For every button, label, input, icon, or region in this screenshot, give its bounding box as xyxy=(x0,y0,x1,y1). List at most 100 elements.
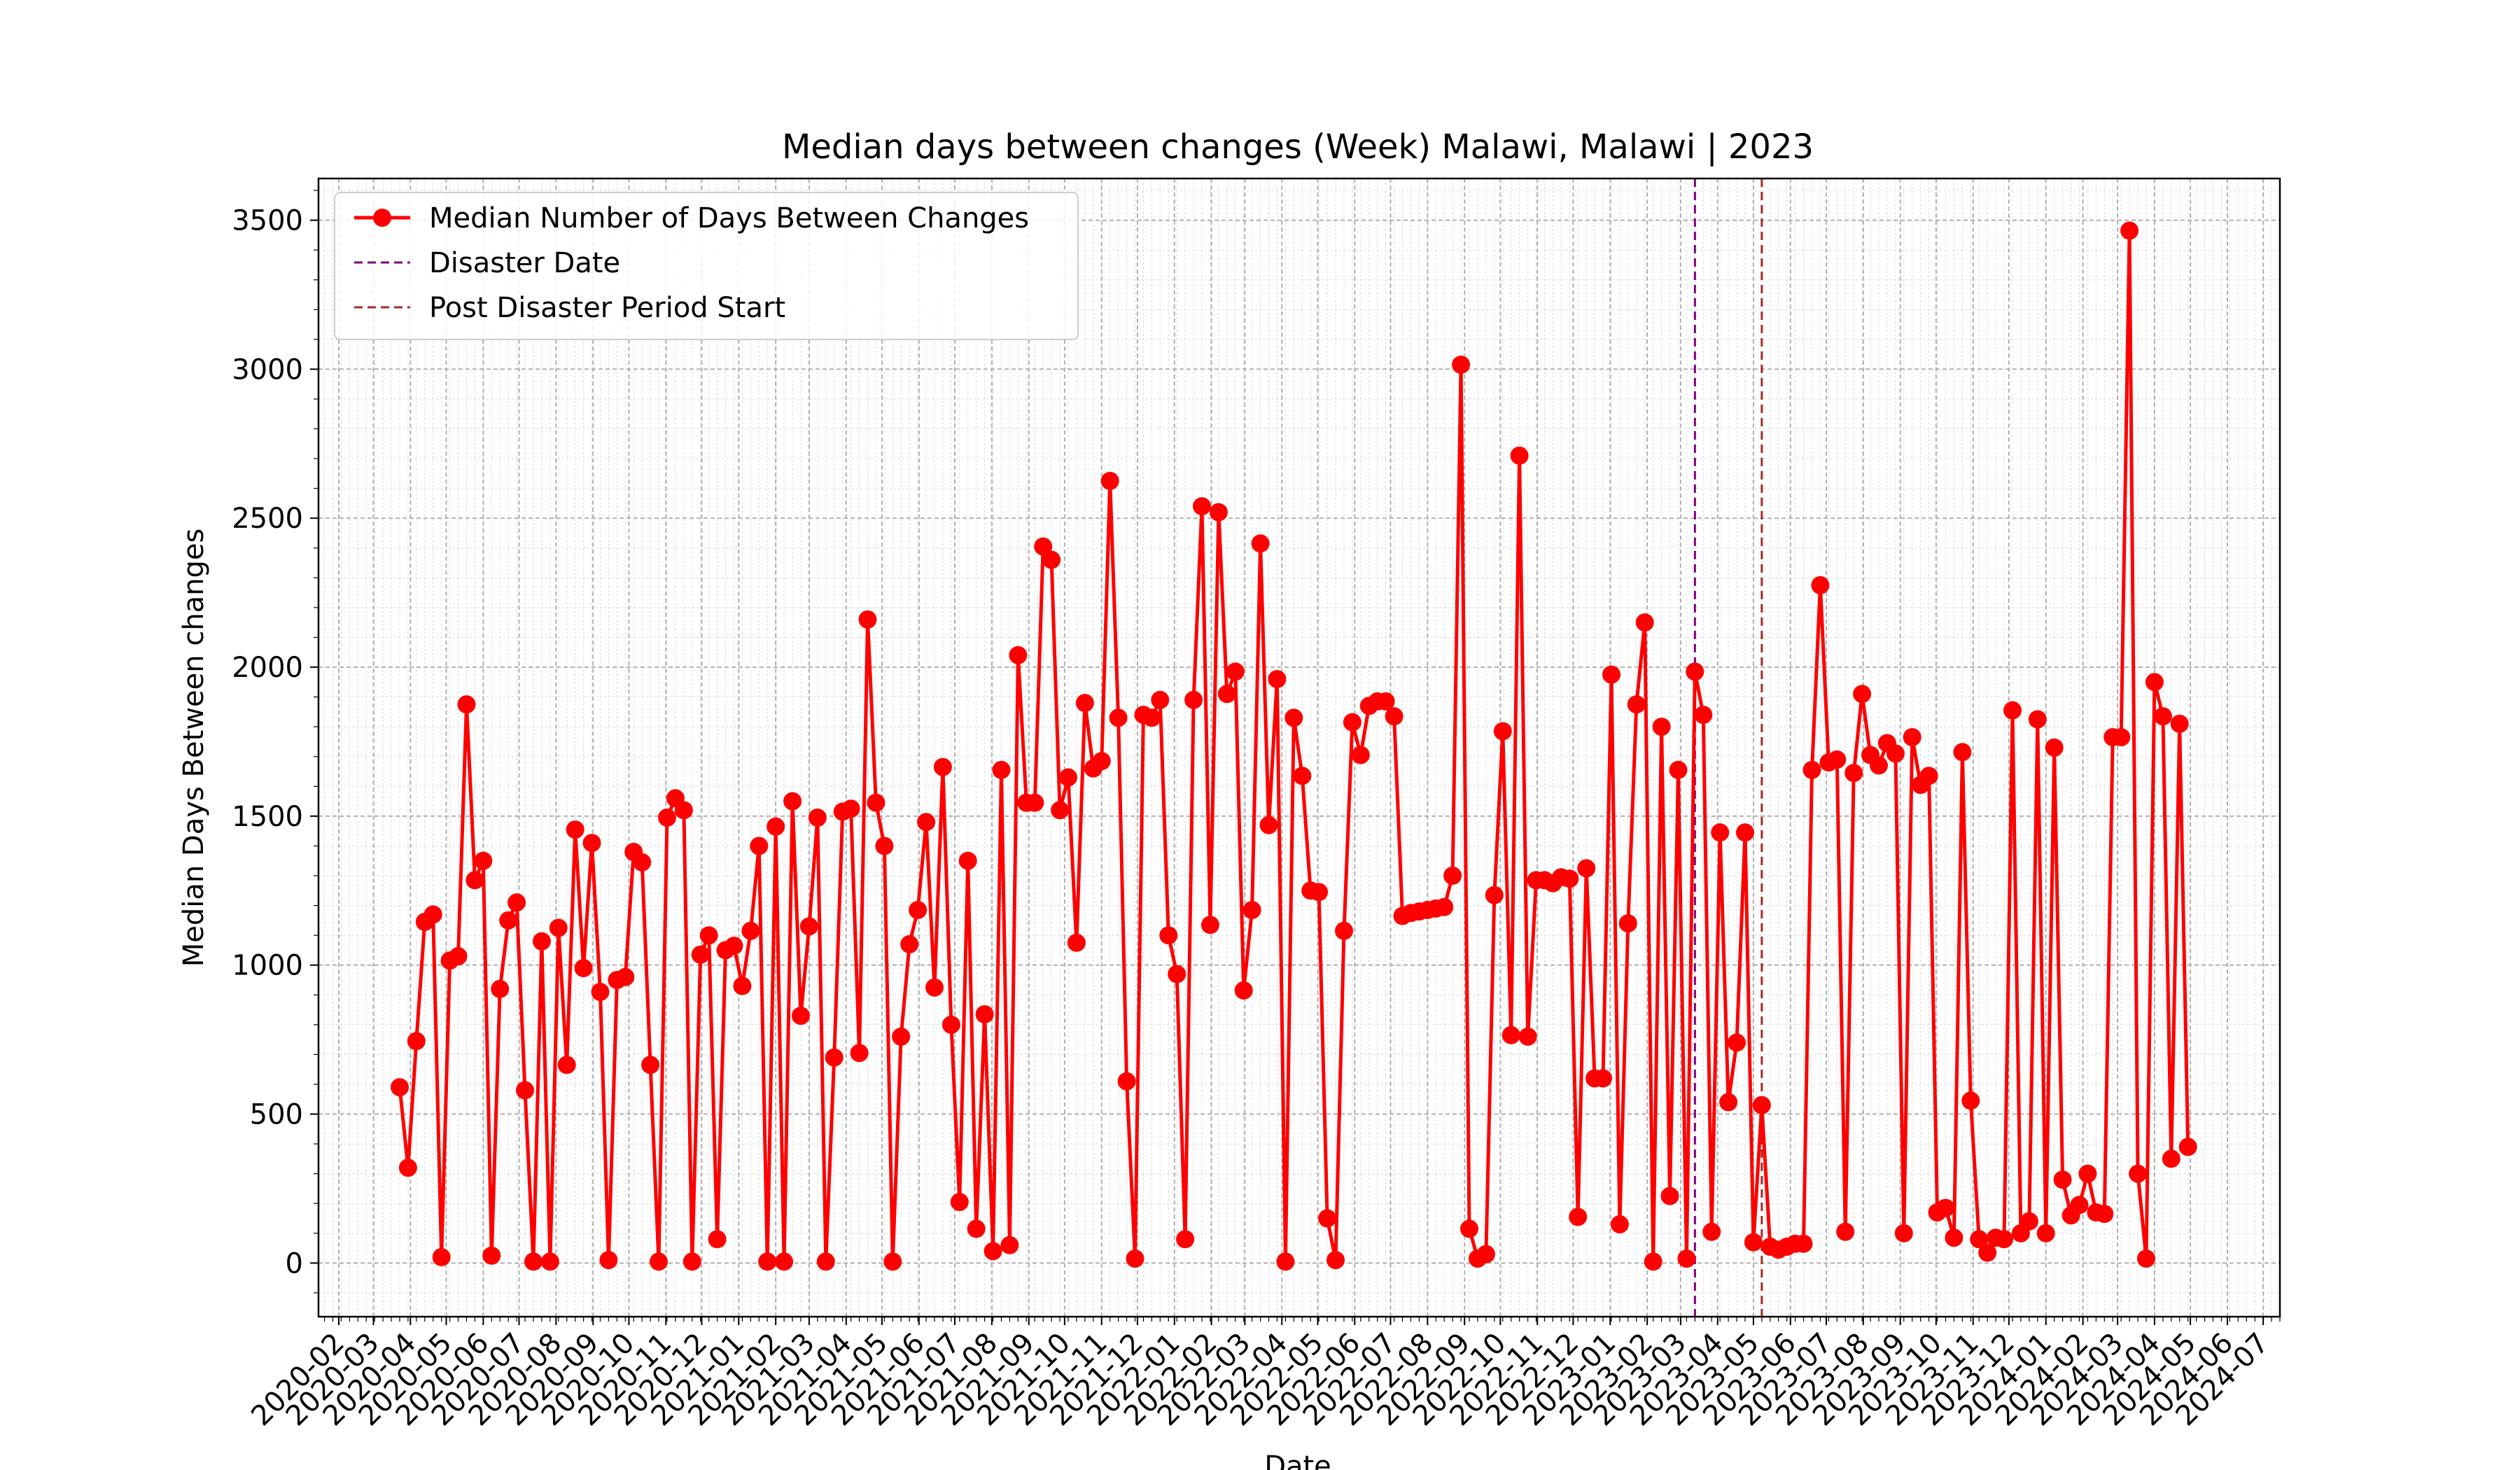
y-tick-label: 1000 xyxy=(232,950,303,982)
data-point xyxy=(1802,760,1821,779)
data-point xyxy=(792,1007,810,1026)
data-point xyxy=(2003,701,2022,720)
data-point xyxy=(1711,823,1730,842)
data-point xyxy=(1476,1245,1495,1264)
data-point xyxy=(682,1252,701,1271)
data-point xyxy=(1075,694,1094,713)
data-point xyxy=(691,945,710,964)
data-point xyxy=(2070,1196,2089,1214)
data-point xyxy=(1560,869,1579,888)
data-point xyxy=(591,983,610,1001)
data-point xyxy=(1326,1251,1345,1270)
data-point xyxy=(1452,356,1471,374)
data-point xyxy=(398,1158,417,1177)
data-point xyxy=(1936,1198,1955,1217)
data-point xyxy=(1886,744,1905,763)
data-point xyxy=(1151,690,1170,709)
chart-title: Median days between changes (Week) Malaw… xyxy=(782,127,1814,167)
y-axis: 0 500 1000 1500 2000 2500 3000 3500 xyxy=(232,190,318,1294)
data-point xyxy=(491,979,510,998)
data-point xyxy=(1652,718,1671,736)
data-point xyxy=(2145,673,2164,692)
data-point xyxy=(2153,707,2172,726)
data-point xyxy=(967,1219,986,1238)
data-point xyxy=(741,921,760,940)
data-point xyxy=(1970,1230,1989,1249)
data-point xyxy=(1059,768,1077,787)
data-point xyxy=(958,851,977,870)
data-point xyxy=(1009,646,1028,664)
data-point xyxy=(1435,897,1454,916)
data-point xyxy=(1460,1219,1478,1238)
data-point xyxy=(1635,613,1654,632)
data-point xyxy=(2120,221,2139,240)
x-axis: 2020-022020-032020-042020-052020-062020-… xyxy=(245,1317,2281,1432)
data-point xyxy=(1351,746,1370,764)
data-point xyxy=(724,937,743,955)
legend-label-post-disaster-period-start: Post Disaster Period Start xyxy=(429,292,785,324)
data-point xyxy=(992,760,1011,779)
data-point xyxy=(1168,965,1186,983)
data-point xyxy=(1284,708,1303,727)
data-point xyxy=(432,1247,451,1266)
data-point xyxy=(2078,1164,2097,1183)
data-point xyxy=(2036,1224,2055,1242)
data-point xyxy=(1677,1250,1696,1268)
data-point xyxy=(1502,1026,1520,1044)
data-point xyxy=(1217,685,1236,704)
data-point xyxy=(909,901,927,919)
data-point xyxy=(674,801,693,820)
data-point xyxy=(1594,1069,1612,1088)
data-point xyxy=(2019,1212,2038,1231)
data-point xyxy=(858,610,877,629)
data-point xyxy=(750,836,769,855)
data-point xyxy=(1493,722,1512,741)
data-point xyxy=(1945,1228,1963,1247)
y-tick-label: 1500 xyxy=(232,801,303,833)
data-point xyxy=(883,1252,902,1271)
data-point xyxy=(1376,692,1395,710)
data-point xyxy=(975,1005,994,1023)
data-point xyxy=(465,871,484,890)
data-point xyxy=(2045,738,2064,757)
data-point xyxy=(1268,670,1287,689)
data-point xyxy=(1744,1233,1763,1252)
data-point xyxy=(516,1081,534,1100)
data-point xyxy=(1870,756,1888,775)
data-point xyxy=(1627,695,1646,714)
data-point xyxy=(2095,1205,2114,1224)
legend-marker-median-number-of-days-between-changes xyxy=(373,209,391,227)
data-point xyxy=(482,1246,501,1265)
data-point xyxy=(1961,1091,1980,1110)
data-point xyxy=(1176,1230,1195,1249)
data-point xyxy=(1669,760,1688,779)
data-point xyxy=(658,808,676,827)
data-point xyxy=(557,1056,576,1074)
y-tick-label: 3000 xyxy=(232,354,303,386)
data-point xyxy=(917,813,936,832)
data-point xyxy=(775,1252,794,1271)
data-point xyxy=(1828,750,1847,769)
data-point xyxy=(1844,764,1863,783)
data-point xyxy=(875,836,894,855)
data-point xyxy=(1343,713,1362,732)
data-point xyxy=(841,799,860,818)
data-point xyxy=(983,1242,1002,1261)
data-point xyxy=(1100,472,1119,490)
data-point xyxy=(1569,1208,1588,1226)
data-point xyxy=(900,934,919,953)
data-point xyxy=(850,1044,869,1063)
data-point xyxy=(1510,446,1529,465)
data-point xyxy=(1978,1243,1997,1262)
data-point xyxy=(816,1252,835,1271)
data-point xyxy=(1242,901,1261,919)
data-point xyxy=(549,918,568,937)
y-tick-label: 3500 xyxy=(232,205,303,237)
data-point xyxy=(599,1251,618,1270)
data-point xyxy=(1443,867,1462,885)
data-point xyxy=(2028,710,2047,729)
y-axis-label: Median Days Between changes xyxy=(178,528,210,967)
x-axis-label: Date xyxy=(1264,1450,1331,1470)
data-point xyxy=(1142,708,1161,727)
